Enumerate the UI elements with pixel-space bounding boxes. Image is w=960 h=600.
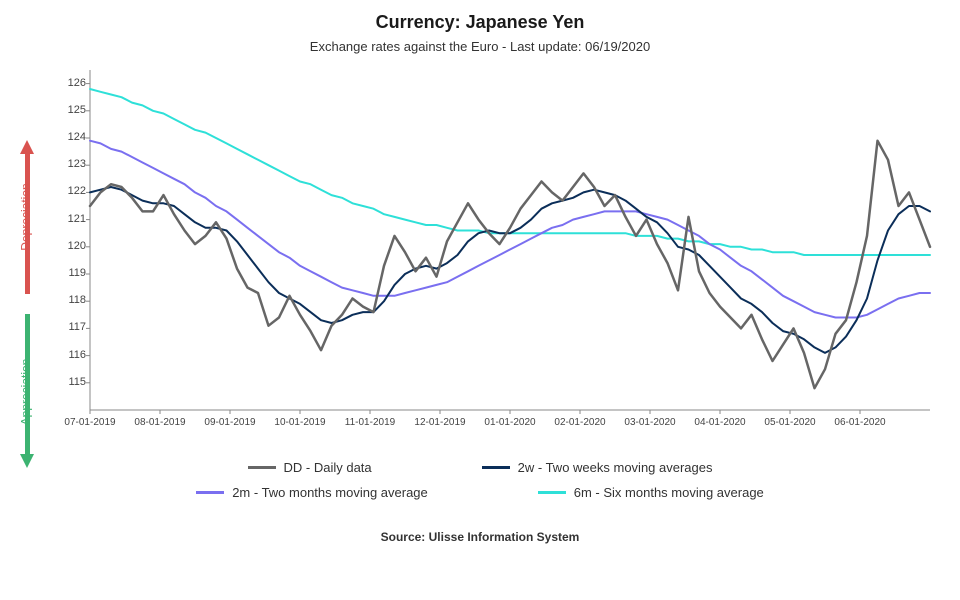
legend-item-dd: DD - Daily data (248, 460, 372, 475)
plot-region: 115116117118119120121122123124125126 07-… (90, 70, 930, 410)
chart-area: Depreciation Appreciation 11511611711811… (0, 70, 960, 450)
chart-title: Currency: Japanese Yen (0, 0, 960, 33)
legend-item-6m: 6m - Six months moving average (538, 485, 764, 500)
legend-item-2w: 2w - Two weeks moving averages (482, 460, 713, 475)
legend-label: 2w - Two weeks moving averages (518, 460, 713, 475)
legend-label: 2m - Two months moving average (232, 485, 428, 500)
legend-swatch-icon (248, 466, 276, 469)
chart-subtitle: Exchange rates against the Euro - Last u… (0, 33, 960, 54)
legend-swatch-icon (196, 491, 224, 494)
source-attribution: Source: Ulisse Information System (0, 530, 960, 544)
depreciation-label: Depreciation (19, 183, 33, 250)
legend-label: 6m - Six months moving average (574, 485, 764, 500)
legend-label: DD - Daily data (284, 460, 372, 475)
line-chart-svg (90, 70, 930, 410)
chart-legend: DD - Daily data 2w - Two weeks moving av… (0, 460, 960, 510)
legend-swatch-icon (482, 466, 510, 469)
legend-item-2m: 2m - Two months moving average (196, 485, 428, 500)
legend-swatch-icon (538, 491, 566, 494)
yaxis-annotation: Depreciation Appreciation (12, 140, 42, 480)
appreciation-label: Appreciation (18, 359, 32, 426)
